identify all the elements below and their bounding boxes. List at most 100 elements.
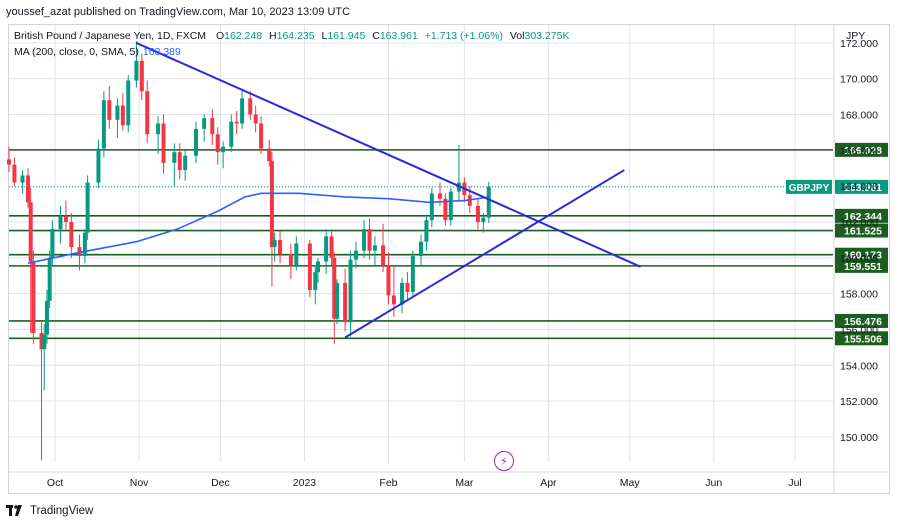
candle	[58, 205, 63, 244]
candle-body	[405, 282, 410, 292]
candle-body	[353, 250, 358, 260]
ma-line	[27, 192, 489, 264]
x-tick-label: Oct	[47, 477, 63, 489]
symbol-tag	[786, 179, 832, 194]
close-value: 163.961	[379, 30, 418, 42]
y-tick-label: 172.000	[840, 38, 878, 50]
y-tick-label: 160.000	[840, 253, 878, 265]
level-tag	[835, 247, 888, 262]
candle	[367, 218, 372, 260]
candle	[145, 80, 150, 144]
candle-body	[437, 193, 442, 199]
open-value: 162.248	[224, 30, 263, 42]
candle	[288, 243, 293, 280]
symbol-legend: British Pound / Japanese Yen, 1D, FXCM O…	[14, 30, 569, 42]
candle-body	[25, 175, 30, 203]
candle-body	[343, 282, 348, 323]
candle-body	[101, 100, 106, 149]
candle-body	[156, 123, 161, 135]
x-tick-label: 2023	[293, 477, 317, 489]
candle	[410, 250, 415, 298]
candle-body	[47, 257, 52, 301]
ma-legend[interactable]: MA (200, close, 0, SMA, 5) 163.389	[14, 46, 181, 58]
level-tag	[835, 223, 888, 238]
candle-body	[475, 205, 480, 223]
candle-body	[443, 198, 448, 221]
y-tick-label: 158.000	[840, 289, 878, 301]
candle	[240, 89, 245, 129]
candle-body	[372, 245, 377, 251]
trendline	[135, 41, 641, 268]
candle	[348, 250, 353, 337]
ma-value: 163.389	[142, 46, 181, 58]
candle-body	[77, 247, 82, 257]
candle	[313, 264, 318, 305]
candle	[329, 229, 334, 265]
level-tag	[835, 258, 888, 273]
lightning-icon[interactable]: ⚡	[494, 451, 514, 471]
candle-body	[20, 175, 25, 183]
tradingview-logo-icon	[6, 505, 22, 516]
trendlines: 163.961 GBPJPY	[9, 41, 888, 339]
candle	[334, 279, 339, 325]
candle	[194, 121, 199, 163]
candle-body	[316, 261, 320, 273]
symbol-title: British Pound / Japanese Yen, 1D, FXCM	[14, 30, 207, 42]
candle	[400, 277, 405, 314]
candle-body	[39, 333, 44, 350]
chart-frame	[8, 24, 890, 494]
candle-body	[58, 216, 63, 230]
level-label: 161.525	[844, 226, 882, 238]
candle-body	[248, 98, 253, 115]
level-label: 160.173	[844, 250, 882, 262]
candle-body	[307, 243, 312, 291]
candle-body	[50, 229, 55, 258]
candle-body	[177, 152, 182, 171]
low-value: 161.945	[327, 30, 366, 42]
candle-body	[85, 182, 90, 233]
high-value: 164.235	[276, 30, 315, 42]
candle	[82, 229, 87, 264]
candle-body	[348, 259, 353, 323]
candle	[96, 139, 101, 188]
candle	[107, 85, 112, 129]
candle	[161, 114, 166, 174]
y-tick-label: 168.000	[840, 110, 878, 122]
candle-body	[210, 118, 215, 135]
candle	[405, 272, 410, 301]
candle-body	[419, 241, 423, 257]
candles	[7, 41, 491, 461]
candle-body	[381, 245, 386, 265]
candle-body	[44, 300, 49, 335]
ma-label: MA (200, close, 0, SMA, 5)	[14, 46, 139, 58]
last-price-label: 163.961	[844, 182, 882, 194]
candle	[183, 150, 188, 181]
candle-body	[424, 220, 429, 242]
footer[interactable]: TradingView	[6, 505, 93, 517]
candle	[272, 232, 277, 262]
trendline	[344, 169, 625, 339]
candle	[156, 116, 161, 154]
candle-body	[448, 191, 453, 221]
candle	[259, 116, 264, 154]
candle-body	[12, 164, 17, 183]
candle	[381, 223, 386, 273]
open-label: O	[215, 30, 225, 42]
x-tick-label: Mar	[455, 477, 474, 489]
candle	[353, 241, 358, 269]
high-label: H	[269, 30, 277, 42]
candle-body	[272, 239, 277, 248]
low-label: L	[321, 30, 328, 42]
candle-body	[134, 60, 139, 81]
y-tick-label: 152.000	[840, 396, 878, 408]
candle	[372, 236, 377, 265]
candle-body	[202, 118, 207, 129]
y-tick-label: 154.000	[840, 360, 878, 372]
change-value: +1.713 (+1.06%)	[424, 30, 503, 42]
candle	[63, 200, 68, 230]
candle	[278, 230, 283, 264]
candle-body	[161, 123, 166, 163]
candle	[307, 239, 312, 298]
candle	[115, 98, 120, 138]
